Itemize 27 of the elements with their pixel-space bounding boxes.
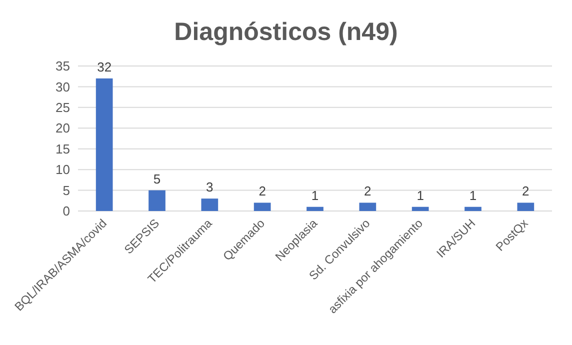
data-label: 2: [522, 184, 530, 199]
bar: [517, 202, 534, 211]
bar: [306, 206, 324, 211]
y-tick-label: 30: [56, 79, 70, 94]
bar: [412, 206, 429, 211]
bar: [359, 202, 376, 211]
data-label: 2: [258, 184, 266, 199]
data-label: 1: [311, 188, 319, 203]
chart-title: Diagnósticos (n49): [174, 18, 398, 46]
bar: [148, 190, 166, 211]
data-label: 1: [469, 188, 477, 203]
bar: [464, 206, 482, 211]
y-tick-label: 10: [56, 162, 70, 178]
data-label: 1: [416, 188, 424, 203]
y-tick-label: 20: [56, 120, 70, 136]
y-tick-label: 0: [62, 204, 70, 219]
bar: [201, 198, 218, 211]
data-label: 3: [206, 180, 214, 195]
data-label: 32: [97, 59, 112, 74]
y-tick-label: 5: [62, 182, 70, 198]
bar: [254, 202, 271, 211]
data-label: 5: [153, 171, 161, 186]
data-label: 2: [364, 184, 372, 199]
y-tick-label: 15: [56, 141, 70, 156]
bar: [96, 78, 113, 211]
y-tick-label: 25: [56, 100, 70, 115]
y-tick-label: 35: [56, 58, 70, 74]
